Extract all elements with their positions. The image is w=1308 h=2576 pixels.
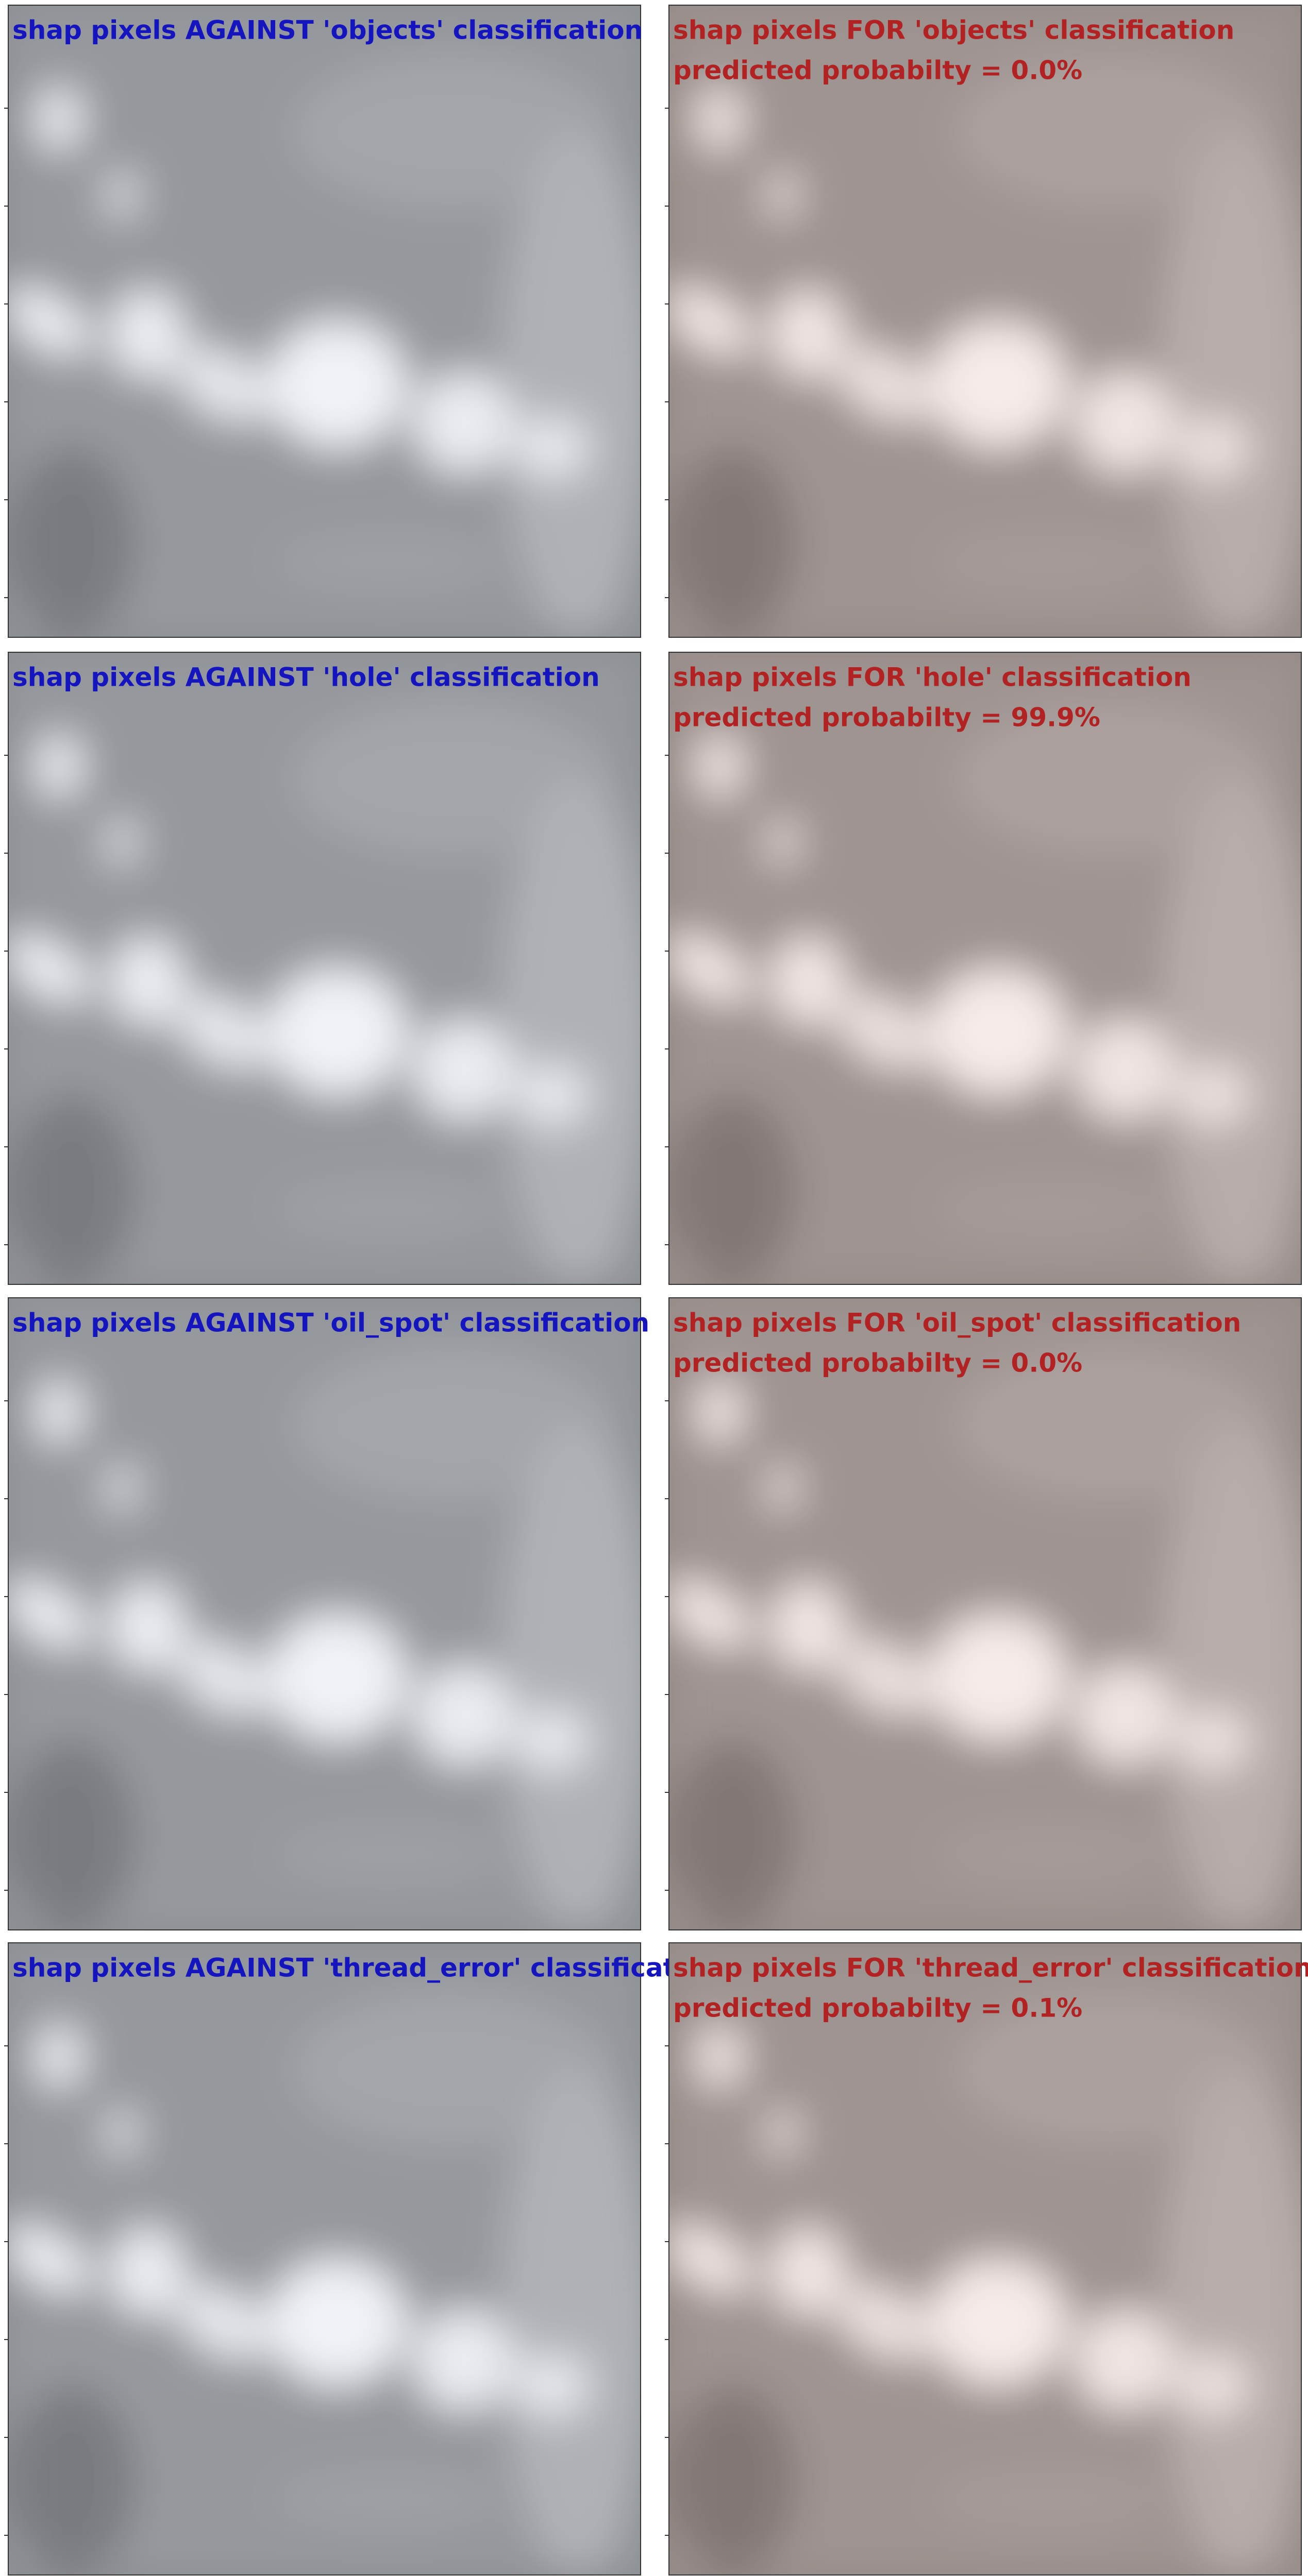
panel-subtitle: predicted probabilty = 0.0% [673,1348,1082,1378]
panel-tint [669,652,1301,1284]
panel-subtitle: predicted probabilty = 0.0% [673,56,1082,86]
panel-frame [8,1297,641,1930]
panel-tint [8,1298,641,1930]
panel-tint [669,1298,1301,1930]
panel-subtitle: predicted probabilty = 0.1% [673,1993,1082,2023]
panel-tint [8,5,641,637]
panel-tint [669,1943,1301,2575]
panel-title: shap pixels FOR 'hole' classification [673,663,1192,692]
panel-frame [8,652,641,1285]
panel-tint [8,1943,641,2575]
panel-title: shap pixels FOR 'objects' classification [673,15,1234,45]
panel-frame [668,652,1302,1285]
panel-title: shap pixels FOR 'oil_spot' classificatio… [673,1308,1241,1338]
panel-frame [668,5,1302,638]
panel-title: shap pixels AGAINST 'objects' classifica… [12,15,643,45]
panel-title: shap pixels FOR 'thread_error' classific… [673,1953,1308,1983]
panel-title: shap pixels AGAINST 'hole' classificatio… [12,663,600,692]
panel-title: shap pixels AGAINST 'oil_spot' classific… [12,1308,649,1338]
panel-tint [8,652,641,1284]
panel-title: shap pixels AGAINST 'thread_error' class… [12,1953,720,1983]
panel-frame [668,1297,1302,1930]
panel-tint [669,5,1301,637]
panel-frame [668,1942,1302,2575]
panel-frame [8,1942,641,2575]
panel-frame [8,5,641,638]
panel-subtitle: predicted probabilty = 99.9% [673,703,1100,733]
